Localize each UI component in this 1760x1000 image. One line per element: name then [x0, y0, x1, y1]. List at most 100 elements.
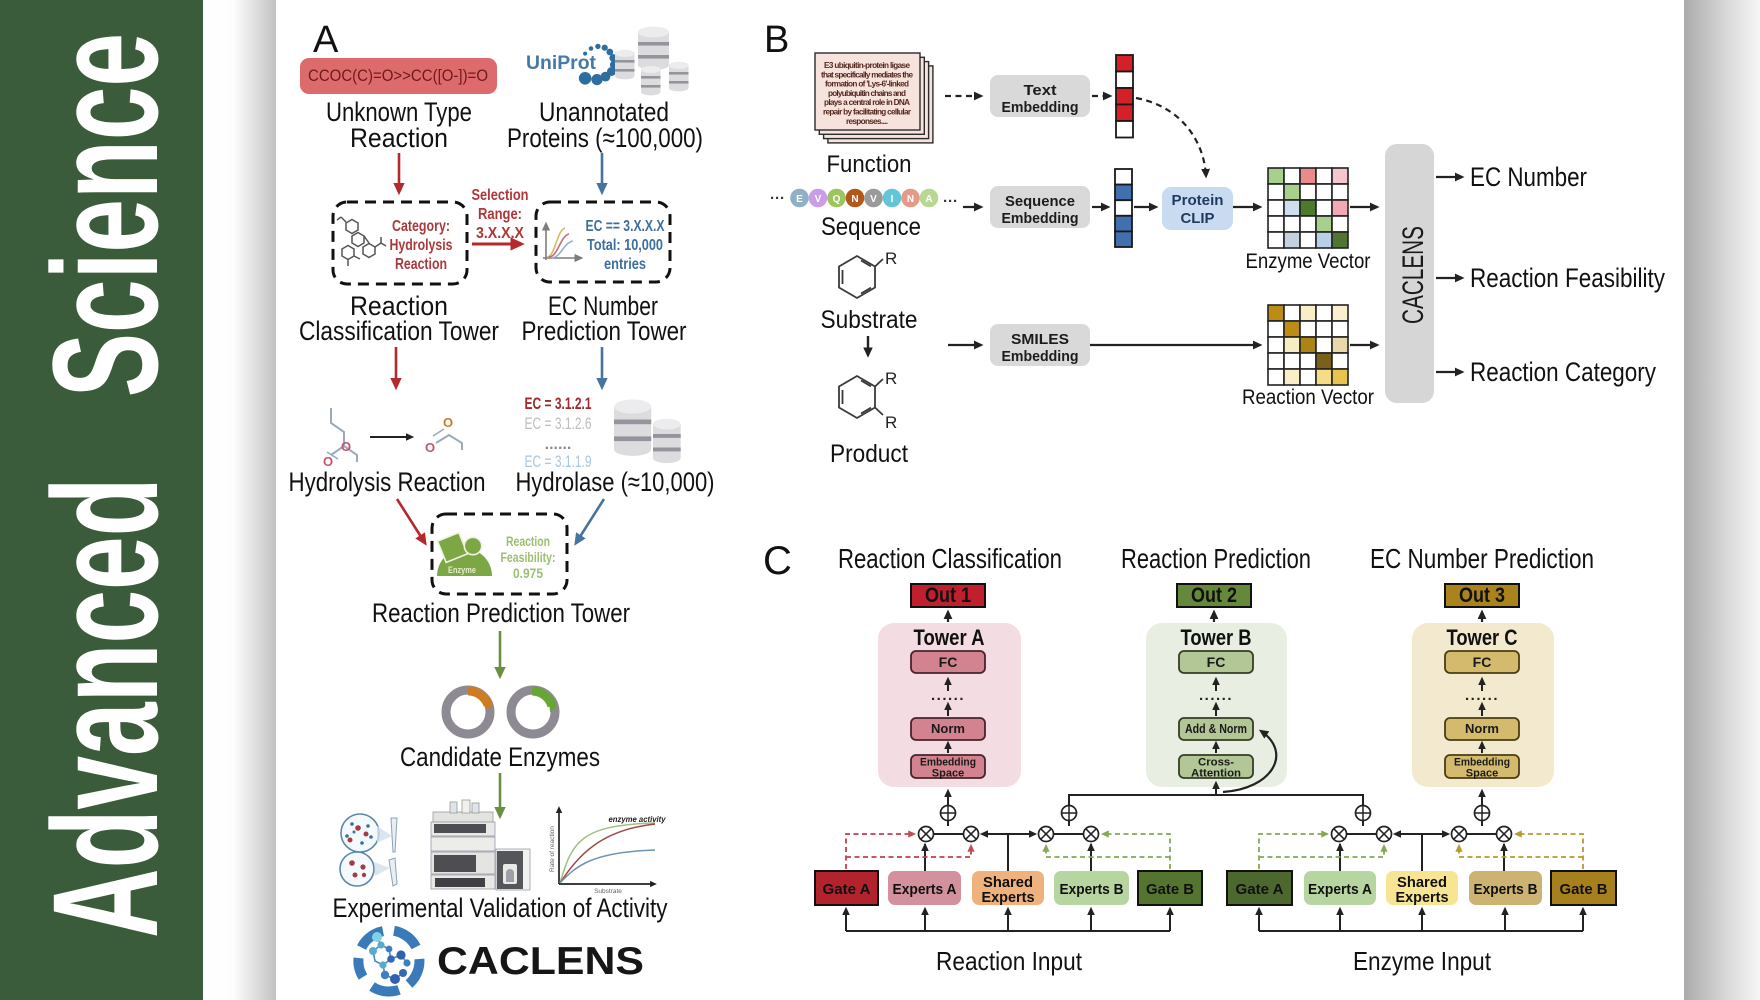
- svg-text:Reaction: Reaction: [506, 533, 550, 549]
- svg-text:Embedding: Embedding: [1002, 210, 1079, 227]
- svg-text:N: N: [851, 194, 858, 205]
- svg-text:Enzyme: Enzyme: [448, 565, 476, 575]
- svg-text:EC == 3.X.X.X: EC == 3.X.X.X: [586, 218, 665, 235]
- svg-text:Out 1: Out 1: [925, 584, 971, 607]
- svg-text:CCOC(C)=O>>CC([O-])=O: CCOC(C)=O>>CC([O-])=O: [308, 67, 488, 85]
- svg-text:Reaction: Reaction: [350, 123, 448, 153]
- svg-text:3.X.X.X: 3.X.X.X: [476, 225, 524, 242]
- svg-text:EC Number: EC Number: [548, 291, 658, 321]
- svg-text:Reaction Vector: Reaction Vector: [1242, 386, 1374, 409]
- svg-text:Q: Q: [833, 194, 841, 205]
- svg-text:......: ......: [545, 436, 572, 453]
- svg-text:Space: Space: [1466, 768, 1498, 780]
- svg-text:Embedding: Embedding: [1454, 757, 1510, 769]
- svg-text:SMILES: SMILES: [1011, 331, 1069, 348]
- svg-text:Norm: Norm: [931, 721, 965, 736]
- svg-text:Prediction Tower: Prediction Tower: [522, 316, 687, 346]
- svg-text:Substrate: Substrate: [821, 306, 918, 334]
- svg-text:Reaction Input: Reaction Input: [936, 946, 1083, 976]
- svg-text:Experts A: Experts A: [1308, 881, 1372, 898]
- svg-text:Reaction Category: Reaction Category: [1470, 357, 1656, 387]
- svg-text:···: ···: [943, 193, 958, 210]
- svg-text:Feasibility:: Feasibility:: [501, 549, 556, 565]
- svg-text:Experts A: Experts A: [893, 881, 957, 898]
- svg-text:Shared: Shared: [1397, 874, 1447, 891]
- svg-text:Experimental Validation of Act: Experimental Validation of Activity: [333, 893, 668, 923]
- svg-text:I: I: [891, 194, 894, 205]
- svg-text:Norm: Norm: [1465, 721, 1499, 736]
- svg-text:Tower B: Tower B: [1181, 625, 1252, 650]
- svg-text:Rate of reaction: Rate of reaction: [549, 826, 556, 872]
- svg-text:Unannotated: Unannotated: [539, 97, 669, 127]
- svg-text:......: ......: [1199, 687, 1233, 704]
- svg-text:Attention: Attention: [1191, 768, 1241, 780]
- svg-text:Add & Norm: Add & Norm: [1185, 721, 1247, 736]
- svg-text:repair by facilitating cellula: repair by facilitating cellular: [823, 108, 912, 117]
- svg-text:FC: FC: [1207, 654, 1226, 670]
- svg-text:Tower C: Tower C: [1447, 625, 1518, 650]
- svg-text:plays a central role in DNA: plays a central role in DNA: [824, 98, 910, 107]
- svg-text:Reaction Prediction: Reaction Prediction: [1121, 543, 1311, 574]
- svg-text:Reaction Classification: Reaction Classification: [838, 543, 1062, 574]
- svg-text:Gate B: Gate B: [1560, 881, 1608, 898]
- svg-text:Category:: Category:: [392, 218, 450, 235]
- svg-text:Hydrolase (≈10,000): Hydrolase (≈10,000): [516, 467, 715, 497]
- svg-text:Embedding: Embedding: [1002, 348, 1079, 365]
- svg-text:R: R: [885, 369, 897, 388]
- svg-text:Out 3: Out 3: [1459, 584, 1505, 607]
- svg-text:CACLENS: CACLENS: [437, 940, 644, 983]
- svg-text:enzyme activity: enzyme activity: [609, 814, 667, 824]
- svg-text:EC Number: EC Number: [1470, 162, 1587, 192]
- svg-text:E: E: [796, 194, 803, 205]
- svg-text:Experts: Experts: [982, 889, 1035, 906]
- svg-text:V: V: [815, 194, 822, 205]
- svg-text:Total: 10,000: Total: 10,000: [587, 237, 663, 254]
- svg-text:Space: Space: [932, 768, 964, 780]
- svg-text:Hydrolysis Reaction: Hydrolysis Reaction: [289, 467, 486, 497]
- svg-text:Embedding: Embedding: [920, 757, 976, 769]
- svg-text:Unknown Type: Unknown Type: [326, 97, 472, 127]
- svg-text:FC: FC: [939, 654, 958, 670]
- svg-text:responses....: responses....: [846, 117, 888, 126]
- svg-text:Reaction Prediction Tower: Reaction Prediction Tower: [372, 598, 630, 628]
- svg-text:......: ......: [1465, 687, 1499, 704]
- svg-text:R: R: [885, 413, 897, 432]
- svg-text:Gate A: Gate A: [823, 881, 871, 898]
- svg-text:···: ···: [770, 190, 785, 207]
- svg-text:Product: Product: [830, 440, 908, 468]
- svg-text:EC Number Prediction: EC Number Prediction: [1370, 543, 1594, 574]
- svg-text:Cross-: Cross-: [1198, 757, 1234, 769]
- svg-text:N: N: [907, 194, 914, 205]
- svg-text:Candidate Enzymes: Candidate Enzymes: [400, 742, 600, 772]
- svg-text:that specifically mediates the: that specifically mediates the: [821, 70, 913, 79]
- svg-text:formation of 'Lys-6'-linked: formation of 'Lys-6'-linked: [825, 80, 909, 89]
- svg-text:Classification Tower: Classification Tower: [299, 316, 499, 346]
- svg-text:UniProt: UniProt: [526, 53, 597, 74]
- svg-text:C: C: [763, 539, 792, 583]
- svg-text:R: R: [885, 249, 897, 268]
- svg-text:entries: entries: [604, 256, 646, 273]
- svg-text:Substrate: Substrate: [594, 888, 622, 895]
- svg-text:O: O: [443, 415, 453, 430]
- svg-text:Text: Text: [1024, 82, 1057, 99]
- svg-text:......: ......: [931, 687, 965, 704]
- svg-text:Sequence: Sequence: [1005, 193, 1075, 210]
- svg-text:CLIP: CLIP: [1181, 210, 1215, 227]
- svg-text:Gate B: Gate B: [1146, 881, 1194, 898]
- svg-text:A: A: [925, 194, 932, 205]
- svg-text:Reaction: Reaction: [350, 291, 448, 321]
- svg-text:O: O: [323, 454, 333, 469]
- svg-text:Tower A: Tower A: [914, 625, 985, 650]
- svg-text:A: A: [313, 19, 339, 61]
- svg-text:Experts: Experts: [1396, 889, 1449, 906]
- svg-text:O: O: [341, 439, 351, 454]
- svg-text:B: B: [764, 19, 789, 61]
- svg-text:Sequence: Sequence: [821, 213, 921, 241]
- svg-text:Protein: Protein: [1172, 192, 1224, 209]
- svg-text:Gate A: Gate A: [1236, 881, 1284, 898]
- svg-text:Hydrolysis: Hydrolysis: [390, 237, 453, 254]
- svg-text:0.975: 0.975: [513, 565, 543, 581]
- svg-text:polyubiquitin chains and: polyubiquitin chains and: [828, 89, 906, 98]
- svg-text:Out 2: Out 2: [1191, 584, 1237, 607]
- svg-text:EC = 3.1.2.1: EC = 3.1.2.1: [525, 394, 592, 413]
